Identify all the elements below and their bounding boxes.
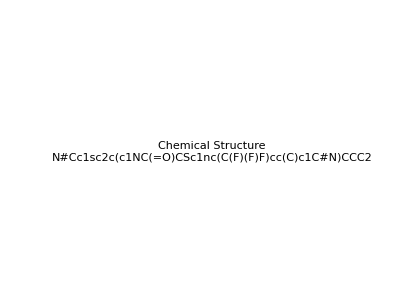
Text: Chemical Structure
N#Cc1sc2c(c1NC(=O)CSc1nc(C(F)(F)F)cc(C)c1C#N)CCC2: Chemical Structure N#Cc1sc2c(c1NC(=O)CSc… bbox=[52, 141, 372, 162]
